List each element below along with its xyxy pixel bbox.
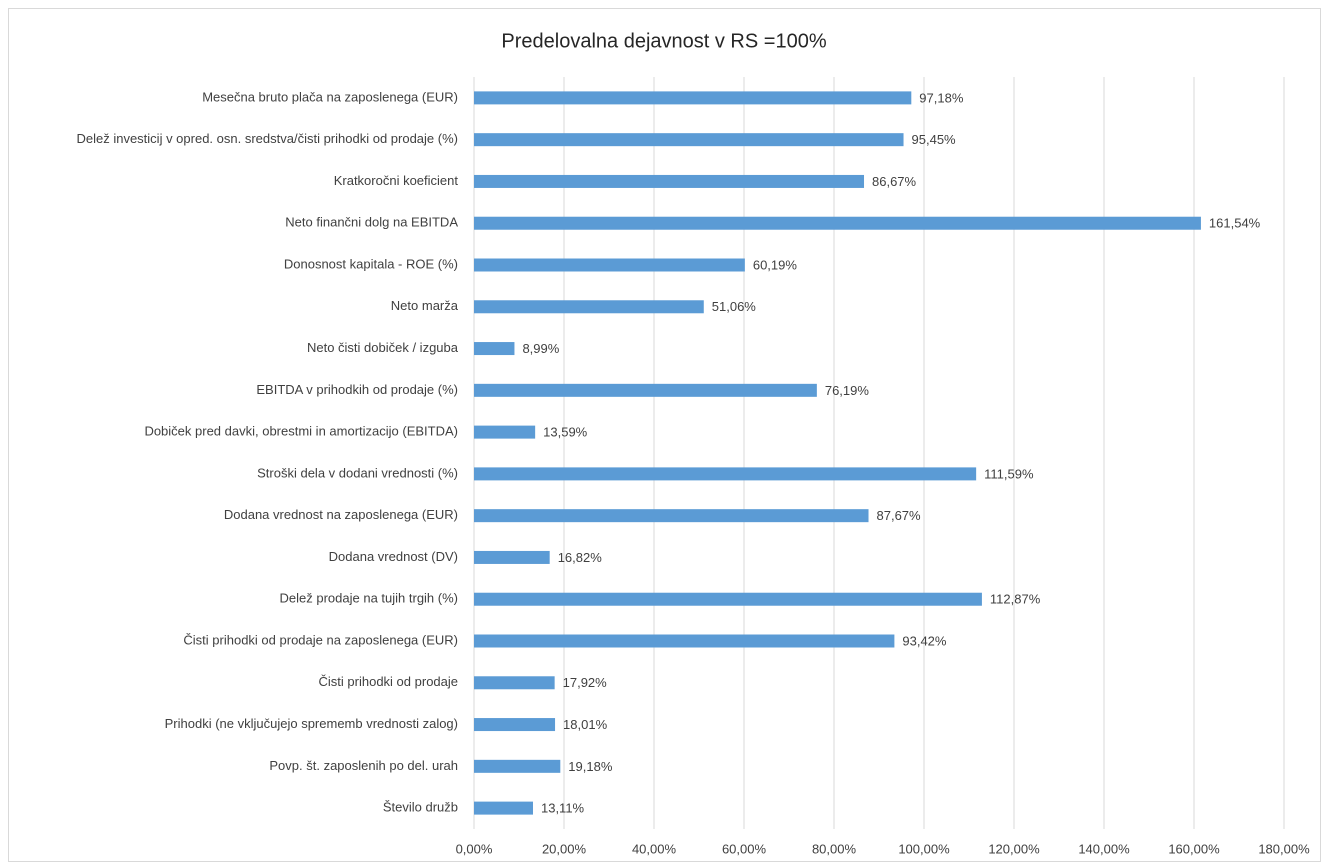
bar bbox=[474, 91, 912, 105]
data-label: 13,11% bbox=[541, 801, 585, 816]
bar bbox=[474, 801, 533, 815]
bar bbox=[474, 383, 817, 397]
bar bbox=[474, 718, 556, 732]
bar bbox=[474, 759, 561, 773]
data-label: 97,18% bbox=[919, 90, 964, 105]
y-tick-label: Število družb bbox=[383, 800, 458, 815]
bar bbox=[474, 550, 550, 564]
y-tick-label: Dobiček pred davki, obrestmi in amortiza… bbox=[144, 424, 458, 439]
y-tick-label: Prihodki (ne vključujejo sprememb vredno… bbox=[165, 716, 458, 731]
data-label: 19,18% bbox=[568, 759, 613, 774]
data-label: 51,06% bbox=[712, 299, 757, 314]
data-label: 95,45% bbox=[912, 132, 957, 147]
bar bbox=[474, 300, 704, 314]
x-tick-label: 20,00% bbox=[542, 841, 587, 856]
y-tick-label: Dodana vrednost (DV) bbox=[329, 549, 458, 564]
bar bbox=[474, 174, 865, 188]
bar bbox=[474, 258, 745, 272]
data-label: 87,67% bbox=[877, 508, 922, 523]
bar bbox=[474, 467, 977, 481]
y-tick-label: Stroški dela v dodani vrednosti (%) bbox=[257, 465, 458, 480]
y-tick-label: Čisti prihodki od prodaje na zaposlenega… bbox=[183, 632, 458, 647]
data-label: 8,99% bbox=[522, 341, 559, 356]
bar bbox=[474, 676, 555, 690]
bar bbox=[474, 133, 904, 147]
bar bbox=[474, 216, 1201, 230]
data-label: 17,92% bbox=[563, 675, 608, 690]
data-label: 93,42% bbox=[902, 633, 947, 648]
chart-border bbox=[8, 8, 1321, 862]
data-label: 112,87% bbox=[990, 592, 1041, 607]
bar bbox=[474, 634, 895, 648]
y-tick-label: Dodana vrednost na zaposlenega (EUR) bbox=[224, 507, 458, 522]
y-tick-label: Čisti prihodki od prodaje bbox=[319, 674, 458, 689]
data-label: 13,59% bbox=[543, 425, 588, 440]
y-tick-label: EBITDA v prihodkih od prodaje (%) bbox=[256, 382, 458, 397]
x-tick-label: 0,00% bbox=[456, 841, 493, 856]
x-tick-label: 120,00% bbox=[988, 841, 1040, 856]
data-label: 111,59% bbox=[984, 466, 1034, 481]
data-label: 76,19% bbox=[825, 383, 870, 398]
x-tick-label: 100,00% bbox=[898, 841, 950, 856]
y-tick-label: Delež prodaje na tujih trgih (%) bbox=[280, 591, 458, 606]
x-tick-label: 180,00% bbox=[1258, 841, 1310, 856]
bar bbox=[474, 342, 515, 356]
y-tick-label: Donosnost kapitala - ROE (%) bbox=[284, 256, 458, 271]
chart-title: Predelovalna dejavnost v RS =100% bbox=[501, 30, 826, 52]
bar bbox=[474, 509, 869, 523]
bar bbox=[474, 592, 982, 606]
data-label: 16,82% bbox=[558, 550, 603, 565]
y-tick-label: Kratkoročni koeficient bbox=[334, 173, 459, 188]
y-tick-label: Povp. št. zaposlenih po del. urah bbox=[269, 758, 458, 773]
x-tick-label: 80,00% bbox=[812, 841, 857, 856]
data-label: 18,01% bbox=[563, 717, 608, 732]
y-tick-label: Neto finančni dolg na EBITDA bbox=[285, 215, 458, 230]
x-tick-label: 140,00% bbox=[1078, 841, 1130, 856]
x-tick-label: 40,00% bbox=[632, 841, 677, 856]
x-tick-label: 60,00% bbox=[722, 841, 767, 856]
data-label: 60,19% bbox=[753, 257, 798, 272]
x-tick-label: 160,00% bbox=[1168, 841, 1220, 856]
y-tick-label: Neto marža bbox=[391, 298, 459, 313]
y-tick-label: Mesečna bruto plača na zaposlenega (EUR) bbox=[202, 89, 458, 104]
y-tick-label: Delež investicij v opred. osn. sredstva/… bbox=[76, 131, 458, 146]
bar bbox=[474, 425, 536, 439]
data-label: 86,67% bbox=[872, 174, 917, 189]
data-label: 161,54% bbox=[1209, 216, 1261, 231]
y-tick-label: Neto čisti dobiček / izguba bbox=[307, 340, 459, 355]
